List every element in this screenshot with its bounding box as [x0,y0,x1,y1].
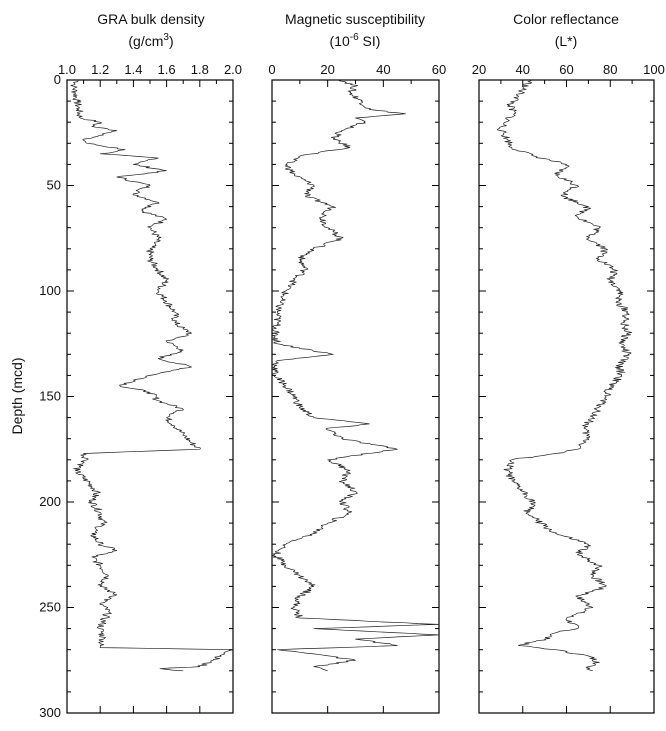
x-tick-label: 0 [268,62,275,77]
mag-unit-main: (10 [330,33,350,49]
x-tick-label: 100 [643,62,665,77]
mag-unit: (10-6 SI) [330,32,381,49]
panel-color-reflectance: Color reflectance (L*) 20 40 60 80 100 [472,11,665,714]
gra-unit-tail: ) [169,33,174,49]
x-tick-label: 1.0 [58,62,76,77]
gra-title: GRA bulk density [97,11,204,27]
y-tick-label: 150 [39,389,61,404]
y-tick-label: 100 [39,283,61,298]
mag-x-ticks: 0 20 40 60 [268,62,446,713]
color-unit: (L*) [555,33,578,49]
x-tick-label: 20 [472,62,486,77]
gra-x-ticks: 1.0 1.2 1.4 1.6 1.8 2.0 [58,62,242,713]
mag-unit-tail: SI) [359,33,381,49]
y-tick-label: 0 [54,72,61,87]
x-tick-label: 1.6 [158,62,176,77]
mag-y-ticks [272,79,439,714]
mag-plot-frame [271,79,440,714]
panel-magnetic-susceptibility: Magnetic susceptibility (10-6 SI) 0 20 40 6… [268,11,446,714]
gra-density-trace [70,79,234,672]
mag-title: Magnetic susceptibility [285,11,425,27]
mag-unit-sup: -6 [350,32,359,43]
x-tick-label: 1.2 [91,62,109,77]
gra-unit-main: (g/cm [128,33,163,49]
depth-axis-label: Depth (mcd) [9,357,25,434]
x-tick-label: 1.8 [191,62,209,77]
color-reflectance-trace [496,79,633,672]
x-tick-label: 40 [376,62,390,77]
x-tick-label: 2.0 [224,62,242,77]
x-tick-label: 20 [320,62,334,77]
x-tick-label: 60 [559,62,573,77]
mag-susceptibility-trace [271,79,440,672]
x-tick-label: 60 [432,62,446,77]
color-x-ticks: 20 40 60 80 100 [472,62,665,713]
color-plot-frame [478,79,655,714]
color-title: Color reflectance [513,11,619,27]
y-tick-label: 200 [39,494,61,509]
panel-gra-bulk-density: GRA bulk density (g/cm3) 1.0 1.2 1.4 1.6 1.8… [39,11,242,720]
y-tick-label: 250 [39,600,61,615]
x-tick-label: 40 [516,62,530,77]
gra-unit-sup: 3 [163,32,169,43]
y-tick-label: 50 [47,178,61,193]
gra-unit: (g/cm3) [128,32,173,49]
x-tick-label: 1.4 [124,62,142,77]
y-tick-label: 300 [39,705,61,720]
gra-plot-frame [66,79,234,714]
x-tick-label: 80 [603,62,617,77]
gra-y-ticks: 0 50 100 150 200 250 300 [39,72,233,720]
